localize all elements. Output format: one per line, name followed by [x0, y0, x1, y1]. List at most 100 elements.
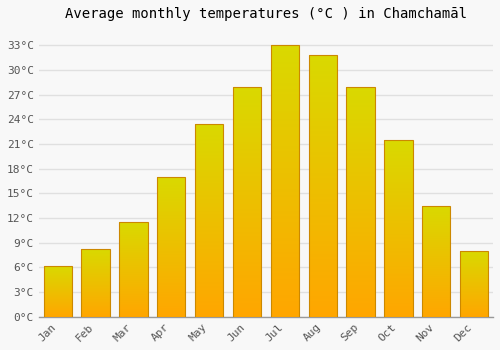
Bar	[346, 176, 375, 179]
Bar	[384, 303, 412, 304]
Bar	[233, 225, 261, 227]
Bar	[270, 70, 299, 73]
Bar	[119, 314, 148, 315]
Bar	[308, 165, 337, 168]
Bar	[119, 256, 148, 257]
Bar	[308, 207, 337, 210]
Bar	[422, 276, 450, 277]
Bar	[346, 158, 375, 160]
Bar	[308, 186, 337, 189]
Bar	[119, 288, 148, 289]
Bar	[270, 290, 299, 292]
Bar	[195, 159, 224, 160]
Bar	[82, 284, 110, 285]
Bar	[308, 170, 337, 173]
Bar	[119, 234, 148, 236]
Bar	[195, 178, 224, 180]
Bar	[384, 174, 412, 175]
Bar	[157, 283, 186, 285]
Bar	[308, 215, 337, 217]
Bar	[270, 309, 299, 312]
Bar	[270, 97, 299, 100]
Bar	[384, 211, 412, 212]
Bar	[157, 239, 186, 240]
Bar	[346, 206, 375, 209]
Bar	[270, 176, 299, 178]
Bar	[157, 262, 186, 264]
Bar	[346, 167, 375, 169]
Bar	[346, 179, 375, 181]
Bar	[157, 208, 186, 209]
Bar	[346, 202, 375, 204]
Bar	[346, 227, 375, 229]
Bar	[233, 179, 261, 181]
Bar	[270, 295, 299, 298]
Bar	[44, 266, 72, 267]
Bar	[44, 271, 72, 272]
Bar	[384, 239, 412, 241]
Bar	[308, 55, 337, 317]
Bar	[270, 160, 299, 162]
Bar	[346, 308, 375, 310]
Bar	[119, 237, 148, 238]
Bar	[308, 149, 337, 152]
Bar	[384, 152, 412, 154]
Bar	[157, 216, 186, 218]
Bar	[157, 311, 186, 313]
Bar	[308, 82, 337, 84]
Bar	[44, 288, 72, 289]
Bar	[270, 273, 299, 276]
Bar	[233, 289, 261, 292]
Bar	[233, 195, 261, 197]
Bar	[460, 314, 488, 315]
Bar	[384, 274, 412, 276]
Bar	[422, 211, 450, 212]
Bar	[119, 308, 148, 309]
Bar	[44, 267, 72, 268]
Bar	[308, 181, 337, 183]
Bar	[384, 142, 412, 143]
Bar	[270, 281, 299, 284]
Bar	[157, 218, 186, 219]
Bar	[422, 303, 450, 304]
Bar	[460, 284, 488, 285]
Bar	[233, 275, 261, 278]
Bar	[270, 211, 299, 214]
Bar	[44, 300, 72, 301]
Bar	[270, 108, 299, 111]
Bar	[44, 306, 72, 307]
Bar	[384, 160, 412, 161]
Bar	[195, 251, 224, 253]
Bar	[82, 253, 110, 254]
Bar	[233, 259, 261, 261]
Bar	[233, 248, 261, 250]
Bar	[157, 306, 186, 307]
Bar	[195, 187, 224, 189]
Bar	[384, 304, 412, 306]
Bar	[346, 117, 375, 119]
Bar	[119, 279, 148, 280]
Bar	[384, 149, 412, 150]
Bar	[157, 237, 186, 239]
Bar	[82, 298, 110, 299]
Bar	[384, 315, 412, 317]
Bar	[233, 114, 261, 117]
Bar	[384, 179, 412, 181]
Bar	[384, 234, 412, 236]
Bar	[460, 295, 488, 296]
Bar	[422, 295, 450, 296]
Bar	[82, 282, 110, 283]
Bar	[195, 218, 224, 220]
Bar	[195, 305, 224, 307]
Bar	[233, 299, 261, 301]
Bar	[308, 217, 337, 220]
Bar	[384, 230, 412, 232]
Bar	[195, 284, 224, 286]
Bar	[157, 248, 186, 250]
Bar	[308, 66, 337, 69]
Bar	[195, 183, 224, 186]
Bar	[460, 303, 488, 304]
Bar	[44, 278, 72, 279]
Bar	[157, 276, 186, 278]
Bar	[422, 250, 450, 251]
